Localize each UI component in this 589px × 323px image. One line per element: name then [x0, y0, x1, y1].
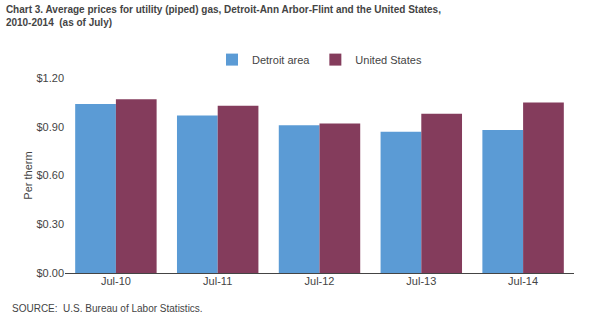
svg-text:Detroit area: Detroit area	[252, 54, 310, 66]
svg-text:Jul-10: Jul-10	[101, 275, 131, 287]
svg-text:$0.00: $0.00	[36, 267, 64, 279]
svg-text:$0.90: $0.90	[36, 121, 64, 133]
svg-text:$0.60: $0.60	[36, 169, 64, 181]
svg-text:$0.30: $0.30	[36, 218, 64, 230]
svg-text:SOURCE: U.S. Bureau of Labor: SOURCE: U.S. Bureau of Labor Statistics.	[12, 303, 203, 314]
svg-text:$1.20: $1.20	[36, 72, 64, 84]
svg-text:Jul-11: Jul-11	[203, 275, 232, 287]
svg-text:Per therm: Per therm	[22, 151, 34, 199]
svg-text:United States: United States	[355, 54, 422, 66]
svg-text:Jul-14: Jul-14	[508, 275, 538, 287]
svg-text:Chart 3. Average prices for ut: Chart 3. Average prices for utility (pip…	[6, 4, 441, 28]
svg-text:Jul-13: Jul-13	[406, 275, 436, 287]
svg-text:Jul-12: Jul-12	[305, 275, 335, 287]
